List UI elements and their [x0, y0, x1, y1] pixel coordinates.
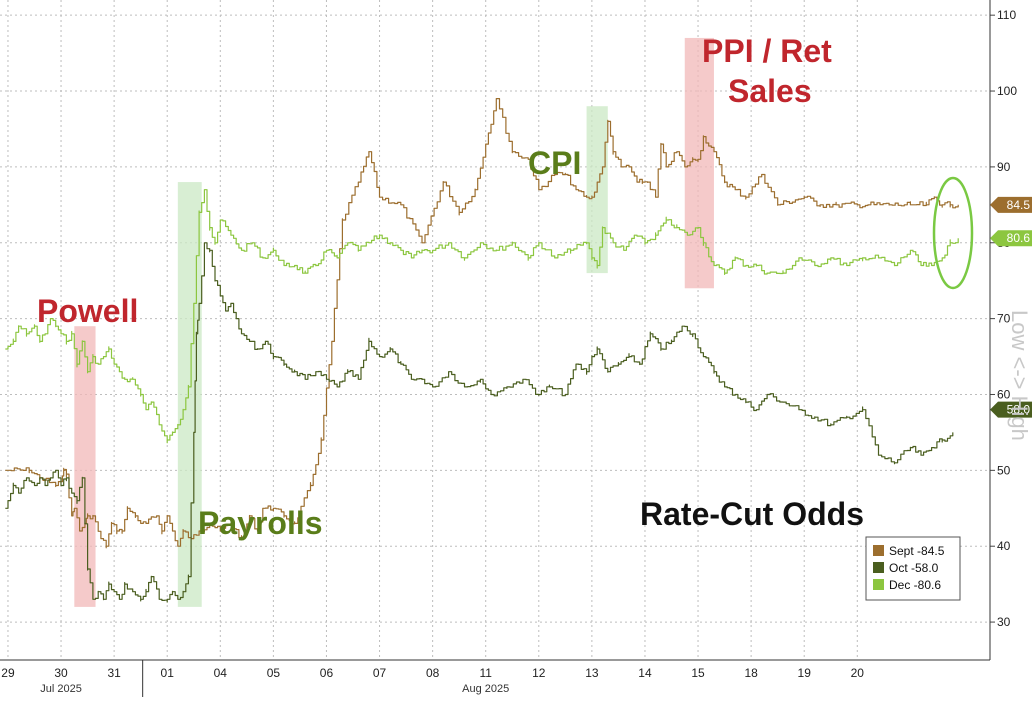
series-value-tag-sept: 84.5: [990, 196, 1032, 213]
x-tick-label: 30: [54, 666, 68, 680]
y-tick-label: 50: [997, 463, 1011, 477]
value-tag-box: [990, 230, 1032, 247]
month-label: Jul 2025: [40, 683, 82, 695]
value-tag-label: 58.0: [1007, 403, 1031, 417]
legend: Sept -84.5 Oct -58.0 Dec -80.6: [865, 536, 961, 601]
x-tick-label: 18: [744, 666, 758, 680]
annotation-ppi-ret: PPI / Ret: [702, 33, 832, 69]
legend-swatch-oct: [873, 562, 884, 573]
y-tick-label: 70: [997, 312, 1011, 326]
x-tick-label: 14: [638, 666, 652, 680]
series-value-tag-oct: 58.0: [990, 401, 1032, 418]
value-tag-box: [990, 401, 1032, 418]
annotation-payrolls: Payrolls: [198, 505, 323, 541]
y-tick-label: 100: [997, 84, 1017, 98]
annotation-powell: Powell: [37, 293, 138, 329]
x-tick-label: 06: [320, 666, 334, 680]
x-tick-label: 19: [798, 666, 812, 680]
legend-label-sept: Sept -84.5: [889, 544, 945, 558]
right-axis-label: Low <-> High: [1007, 310, 1032, 441]
series-lines: [5, 98, 959, 603]
y-tick-label: 110: [997, 8, 1016, 22]
x-tick-label: 12: [532, 666, 546, 680]
y-tick-label: 60: [997, 387, 1011, 401]
x-tick-label: 05: [267, 666, 281, 680]
y-tick-label: 90: [997, 160, 1011, 174]
x-tick-label: 04: [214, 666, 228, 680]
latest-values-highlight-circle: [932, 176, 974, 290]
x-tick-label: 01: [161, 666, 175, 680]
month-label: Aug 2025: [462, 683, 509, 695]
x-tick-label: 08: [426, 666, 440, 680]
x-tick-label: 20: [851, 666, 865, 680]
x-tick-label: 11: [479, 666, 492, 680]
grid: [0, 0, 990, 660]
legend-label-oct: Oct -58.0: [889, 561, 939, 575]
legend-swatch-dec: [873, 579, 884, 590]
annotation-cpi: CPI: [528, 145, 581, 181]
highlight-band: [177, 182, 202, 607]
value-tag-box: [990, 196, 1032, 213]
value-tag-label: 80.6: [1007, 231, 1031, 245]
x-tick-label: 07: [373, 666, 387, 680]
chart-title: Rate-Cut Odds: [640, 496, 864, 532]
x-tick-label: 13: [585, 666, 599, 680]
x-tick-label: 29: [1, 666, 15, 680]
series-line-dec: [5, 189, 959, 444]
x-tick-label: 15: [691, 666, 705, 680]
series-value-tag-dec: 80.6: [990, 230, 1032, 247]
series-line-oct: [5, 242, 954, 603]
x-tick-label: 31: [107, 666, 121, 680]
value-tag-label: 84.5: [1007, 198, 1031, 212]
legend-swatch-sept: [873, 545, 884, 556]
highlight-band: [684, 37, 714, 289]
annotation-sales: Sales: [728, 73, 812, 109]
y-tick-label: 40: [997, 539, 1011, 553]
legend-label-dec: Dec -80.6: [889, 578, 941, 592]
highlight-band: [74, 326, 96, 607]
series-line-sept: [5, 98, 959, 549]
y-tick-label: 30: [997, 615, 1011, 629]
